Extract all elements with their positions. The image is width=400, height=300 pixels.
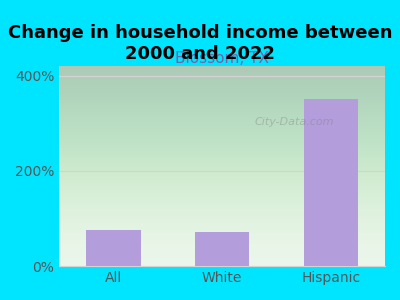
Bar [86, 230, 141, 266]
Bar [304, 99, 358, 266]
Title: Blossom, TX: Blossom, TX [175, 51, 269, 66]
Bar [195, 232, 249, 266]
Text: Change in household income between
2000 and 2022: Change in household income between 2000 … [8, 24, 392, 63]
Text: City-Data.com: City-Data.com [254, 117, 334, 127]
